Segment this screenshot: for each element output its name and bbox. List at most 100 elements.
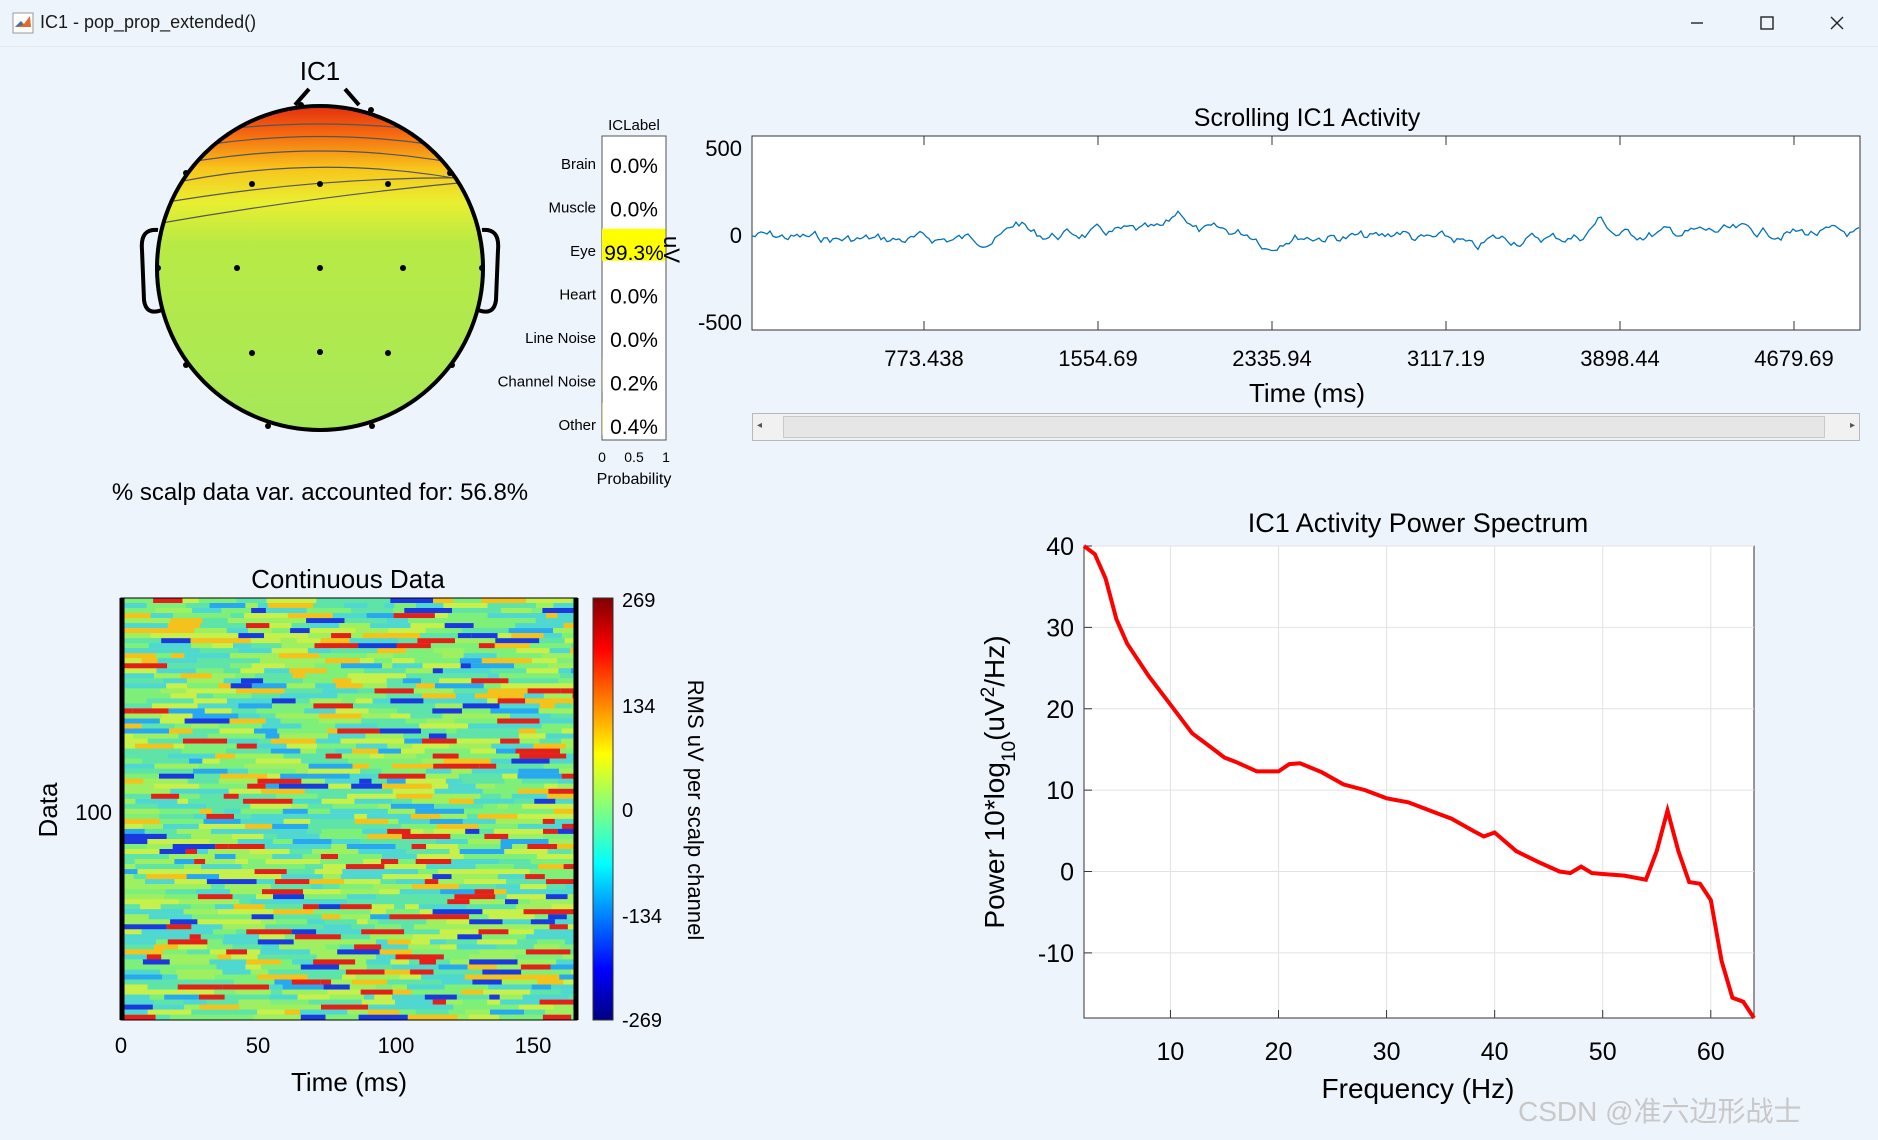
erpimage-xticks: 0 50 100 150 (115, 1033, 551, 1058)
spectrum-ytick-0: 40 (1046, 533, 1074, 561)
scrollbar-thumb[interactable] (783, 416, 1825, 438)
matlab-app-icon (12, 12, 34, 34)
svg-text:100: 100 (378, 1033, 415, 1058)
figure-canvas: IC1 % scalp data var. accounted for: 56.… (33, 56, 1861, 1104)
spectrum-ytick-3: 10 (1046, 777, 1074, 805)
scrolling-scrollbar[interactable]: ◂ ▸ (752, 413, 1860, 441)
spectrum-line (1082, 544, 1756, 1020)
close-icon (1830, 16, 1844, 30)
right-ear-icon (477, 227, 501, 314)
spectrum-ytick-4: 0 (1060, 859, 1074, 887)
iclabel-class-4: Line Noise (525, 330, 596, 347)
erpimage-panel: Continuous Data Data 100 0 50 100 150 Ti… (33, 564, 708, 1097)
scrolling-xticks: 773.438 1554.69 2335.94 3117.19 3898.44 … (884, 346, 1834, 371)
left-ear-icon (139, 227, 163, 314)
svg-text:500: 500 (705, 136, 742, 161)
close-button[interactable] (1802, 0, 1872, 46)
spectrum-xtick-4: 50 (1589, 1038, 1617, 1066)
spectrum-xtick-5: 60 (1697, 1038, 1725, 1066)
iclabel-value-3: 0.0% (610, 285, 658, 308)
svg-text:3117.19: 3117.19 (1407, 346, 1485, 371)
iclabel-class-6: Other (558, 417, 596, 434)
colorbar-ticks: 269 134 0 -134 -269 (622, 590, 662, 1032)
iclabel-class-1: Muscle (548, 199, 596, 216)
svg-text:1: 1 (662, 449, 670, 465)
erpimage-ytick: 100 (75, 800, 112, 825)
maximize-icon (1760, 16, 1774, 30)
spectrum-xlabel: Frequency (Hz) (1322, 1073, 1515, 1104)
erpimage-heatmap (121, 598, 577, 1020)
iclabel-value-0: 0.0% (610, 155, 658, 178)
topo-caption: % scalp data var. accounted for: 56.8% (112, 479, 528, 506)
spectrum-xtick-1: 20 (1265, 1038, 1293, 1066)
iclabel-xlabel: Probability (597, 471, 672, 488)
spectrum-title: IC1 Activity Power Spectrum (1248, 508, 1589, 538)
scrolling-panel: Scrolling IC1 Activity 500 0 -500 uV 773… (659, 104, 1861, 408)
iclabel-class-3: Heart (559, 286, 597, 303)
iclabel-class-5: Channel Noise (498, 373, 596, 390)
title-bar: IC1 - pop_prop_extended() (0, 0, 1878, 47)
svg-text:1554.69: 1554.69 (1058, 346, 1138, 371)
spectrum-grid (1084, 545, 1754, 1018)
spectrum-xtick-0: 10 (1157, 1038, 1185, 1066)
svg-text:2335.94: 2335.94 (1232, 346, 1312, 371)
svg-text:0: 0 (598, 449, 606, 465)
spectrum-panel: IC1 Activity Power Spectrum 10 20 30 40 50 60… (978, 508, 1756, 1104)
svg-text:0: 0 (115, 1033, 127, 1058)
scrolling-yticks: 500 0 -500 (698, 136, 742, 335)
iclabel-panel: ICLabel Brain 0.0% Muscle 0.0% Eye 99.3% Heart… (498, 117, 672, 488)
svg-text:0: 0 (730, 223, 742, 248)
spectrum-ytick-2: 20 (1046, 696, 1074, 724)
svg-text:773.438: 773.438 (884, 346, 964, 371)
spectrum-xticks: 10 20 30 40 50 60 (1157, 1038, 1725, 1066)
spectrum-ytick-1: 30 (1046, 614, 1074, 642)
iclabel-value-4: 0.0% (610, 329, 658, 352)
svg-text:0: 0 (622, 800, 633, 822)
window-title: IC1 - pop_prop_extended() (40, 12, 257, 32)
iclabel-xticks: 0 0.5 1 (598, 449, 670, 465)
iclabel-class-2: Eye (570, 243, 596, 260)
colorbar-label: RMS uV per scalp channel (683, 680, 708, 940)
scroll-left-icon[interactable]: ◂ (757, 420, 763, 431)
spectrum-xtick-2: 30 (1373, 1038, 1401, 1066)
iclabel-axes (601, 135, 667, 441)
iclabel-value-5: 0.2% (610, 372, 658, 395)
spectrum-ylabel: Power 10*log10(uV2/Hz) (978, 635, 1020, 928)
minimize-icon (1691, 22, 1703, 24)
scroll-right-icon[interactable]: ▸ (1849, 420, 1855, 431)
svg-text:134: 134 (622, 696, 655, 718)
svg-text:269: 269 (622, 590, 655, 612)
spectrum-xtick-3: 40 (1481, 1038, 1509, 1066)
scrolling-ylabel: uV (659, 236, 684, 263)
colorbar (592, 597, 614, 1021)
svg-text:-269: -269 (622, 1010, 662, 1032)
scrolling-activity-line (751, 210, 1860, 252)
svg-text:3898.44: 3898.44 (1580, 346, 1660, 371)
spectrum-ytick-5: -10 (1038, 940, 1074, 968)
topo-title: IC1 (300, 56, 340, 86)
svg-text:4679.69: 4679.69 (1754, 346, 1834, 371)
erpimage-title: Continuous Data (251, 564, 445, 594)
svg-text:50: 50 (246, 1033, 270, 1058)
watermark: CSDN @准六边形战士 (1518, 1096, 1802, 1127)
erpimage-ylabel: Data (33, 782, 63, 837)
iclabel-class-0: Brain (561, 156, 596, 173)
minimize-button[interactable] (1662, 0, 1732, 46)
erpimage-xlabel: Time (ms) (291, 1067, 407, 1097)
svg-text:-134: -134 (622, 906, 662, 928)
electrode-markers (155, 102, 485, 429)
nose-icon (293, 87, 361, 107)
spectrum-axes (1083, 545, 1755, 1019)
iclabel-value-1: 0.0% (610, 198, 658, 221)
iclabel-value-6: 0.4% (610, 416, 658, 439)
spectrum-yticks: 40 30 20 10 0 -10 (1038, 533, 1074, 968)
scrolling-xlabel: Time (ms) (1249, 378, 1365, 408)
scrolling-title: Scrolling IC1 Activity (1194, 104, 1421, 132)
svg-text:150: 150 (515, 1033, 552, 1058)
maximize-button[interactable] (1732, 0, 1802, 46)
iclabel-title: ICLabel (608, 117, 660, 134)
scrolling-tick-marks (923, 136, 1795, 330)
svg-text:-500: -500 (698, 310, 742, 335)
scrolling-axes (751, 135, 1861, 331)
svg-text:0.5: 0.5 (624, 449, 644, 465)
